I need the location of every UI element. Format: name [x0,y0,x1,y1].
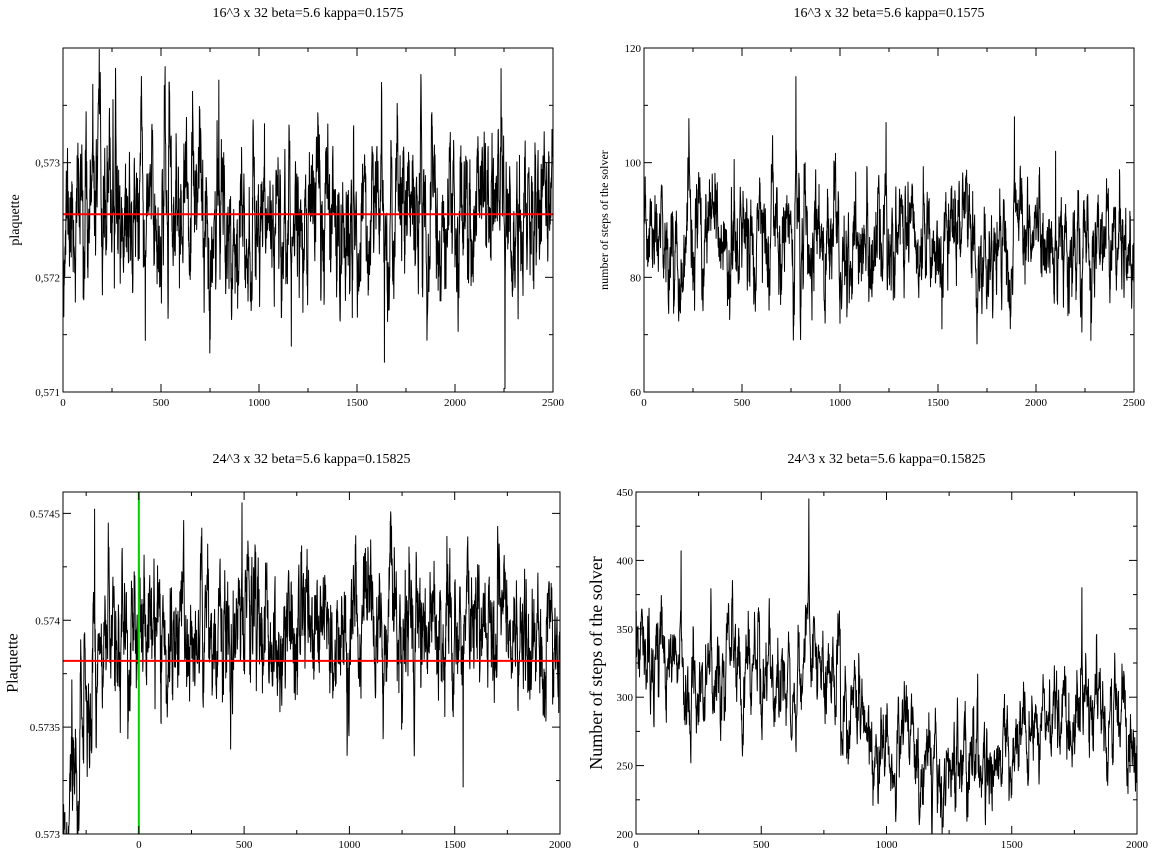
y-axis-label: number of steps of the solver [597,150,611,290]
x-tick-label: 0 [641,397,647,409]
y-tick-label: 0,573 [35,158,60,170]
y-tick-label: 200 [617,829,634,841]
chart-title: 24^3 x 32 beta=5.6 kappa=0.15825 [787,452,985,467]
panel-bottom-left: 0 500 1000 1500 2000 0.573 0.5735 0.574 0.5745 24… [5,452,572,851]
y-tick-label: 80 [630,272,642,284]
y-tick-label: 120 [625,43,642,55]
y-tick-label: 250 [617,761,634,773]
x-tick-label: 1500 [346,397,369,409]
x-tick-label: 500 [734,397,751,409]
plot-frame [62,491,561,835]
y-axis-label: Plaquette [5,633,22,693]
chart-title: 24^3 x 32 beta=5.6 kappa=0.15825 [212,452,410,467]
x-tick-label: 1000 [338,839,361,851]
y-tick-label: 0,571 [35,387,60,399]
series-group [63,48,553,390]
y-axis-label: plaquette [8,194,23,245]
x-tick-label: 2500 [542,397,565,409]
x-tick-label: 1500 [444,839,467,851]
y-tick-label: 60 [630,387,642,399]
x-tick-label: 500 [153,397,170,409]
x-tick-label: 0 [633,839,639,851]
data-series-line [63,502,560,834]
x-tick-label: 2000 [1126,839,1149,851]
x-tick-label: 2000 [444,397,467,409]
y-tick-label: 400 [617,555,634,567]
y-tick-label: 0.5735 [30,722,61,734]
x-tick-label: 1000 [248,397,271,409]
panel-top-right: 0 500 1000 1500 2000 2500 60 80 100 120 16^3 x 32 … [597,6,1146,409]
x-tick-label: 500 [753,839,770,851]
x-tick-label: 0 [136,839,142,851]
y-tick-label: 450 [617,487,634,499]
x-tick-label: 1500 [927,397,950,409]
x-tick-label: 1000 [876,839,899,851]
data-series-line [63,48,553,390]
x-tick-label: 0 [60,397,66,409]
x-tick-label: 1500 [1001,839,1024,851]
panel-bottom-right: 0 500 1000 1500 2000 200 250 300 350 400 450 24^3 x… [586,452,1148,851]
chart-title: 16^3 x 32 beta=5.6 kappa=0.1575 [212,6,403,21]
series-group [644,76,1134,345]
y-tick-label: 300 [617,692,634,704]
panel-top-left: 0 500 1000 1500 2000 2500 0,571 0,572 0,573 16^3 … [8,6,564,409]
x-tick-label: 1000 [829,397,852,409]
x-tick-label: 2500 [1123,397,1146,409]
data-series-line [636,498,1137,834]
y-tick-label: 100 [625,158,642,170]
chart-title: 16^3 x 32 beta=5.6 kappa=0.1575 [793,6,984,21]
series-group [63,492,560,834]
y-tick-label: 0.573 [35,829,60,841]
y-tick-label: 0.5745 [30,508,61,520]
x-tick-label: 2000 [549,839,572,851]
data-series-line [644,76,1134,345]
y-tick-label: 350 [617,624,634,636]
x-tick-label: 500 [236,839,253,851]
series-group [636,498,1137,834]
y-axis-label: Number of steps of the solver [586,556,606,769]
y-tick-label: 0,572 [35,272,60,284]
y-tick-label: 0.574 [35,615,60,627]
x-tick-label: 2000 [1025,397,1048,409]
